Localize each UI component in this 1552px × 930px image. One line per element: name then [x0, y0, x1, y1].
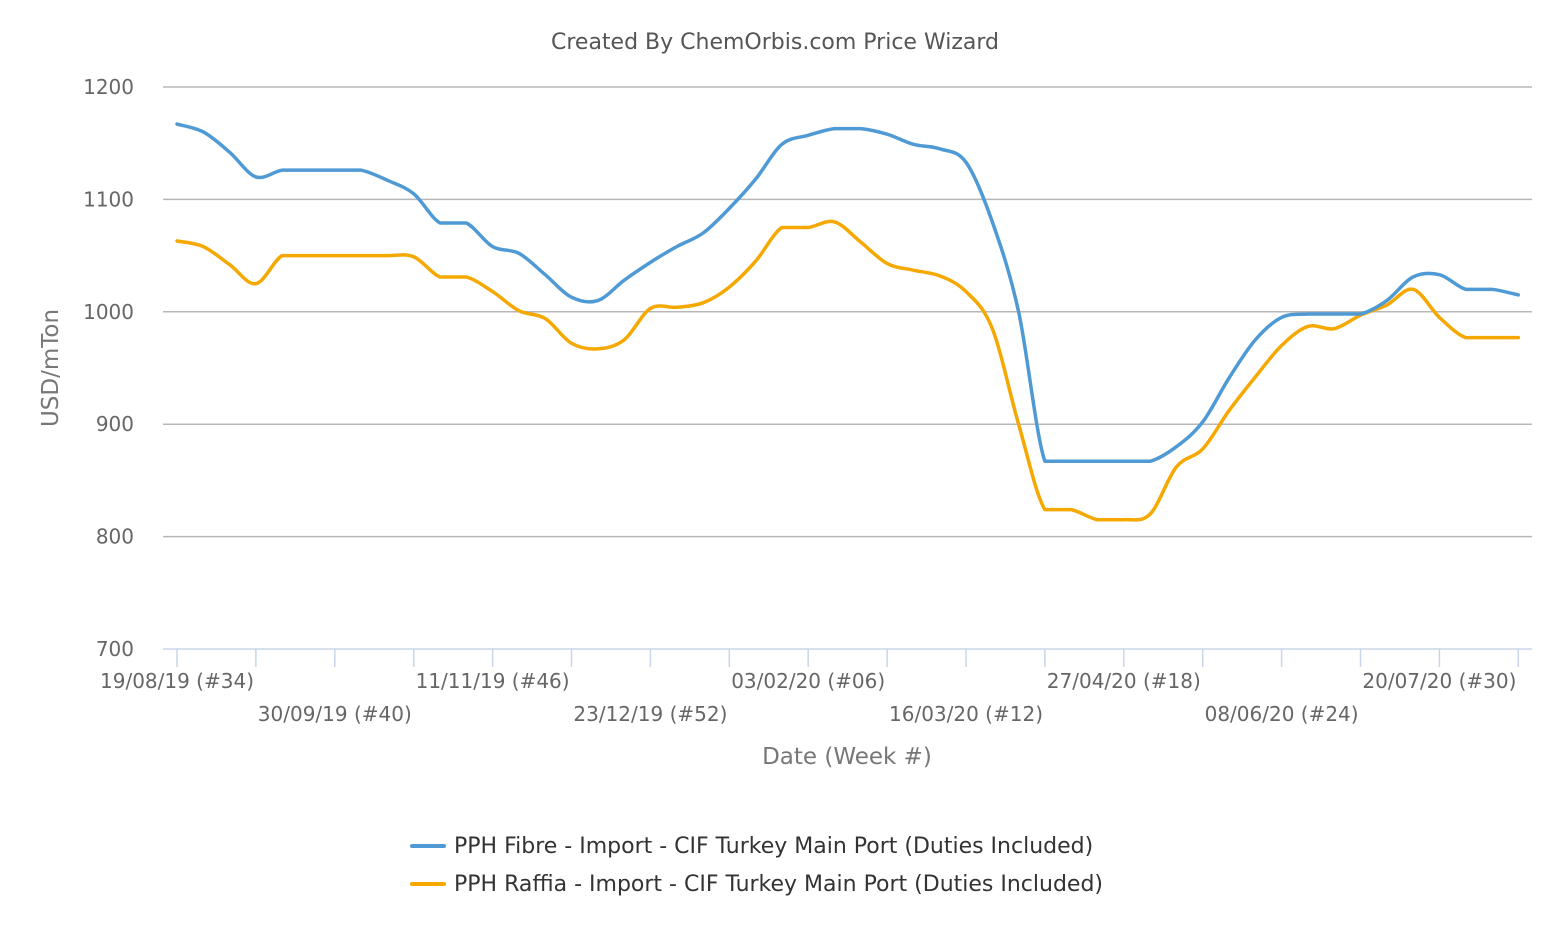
x-tick-label: 30/09/19 (#40) — [258, 702, 412, 726]
legend-label-raffia: PPH Raffia - Import - CIF Turkey Main Po… — [454, 872, 1103, 897]
grid-lines — [163, 86, 1532, 538]
chart-title: Created By ChemOrbis.com Price Wizard — [551, 30, 999, 55]
x-tick-label: 03/02/20 (#06) — [731, 669, 885, 693]
x-axis: 19/08/19 (#34)30/09/19 (#40)11/11/19 (#4… — [100, 648, 1532, 726]
y-tick-label: 1200 — [83, 75, 134, 99]
series-line-raffia[interactable] — [175, 219, 1521, 522]
y-tick-label: 700 — [96, 637, 134, 661]
y-tick-label: 900 — [96, 412, 134, 436]
y-axis-title: USD/mTon — [38, 309, 64, 427]
series-line-fibre[interactable] — [175, 122, 1521, 464]
x-tick-label: 16/03/20 (#12) — [889, 702, 1043, 726]
x-tick-label: 20/07/20 (#30) — [1362, 669, 1516, 693]
x-tick-label: 23/12/19 (#52) — [573, 702, 727, 726]
x-tick-label: 11/11/19 (#46) — [416, 669, 570, 693]
legend-label-fibre: PPH Fibre - Import - CIF Turkey Main Por… — [454, 834, 1093, 859]
x-axis-title: Date (Week #) — [762, 744, 932, 770]
y-tick-label: 1000 — [83, 300, 134, 324]
x-tick-label: 27/04/20 (#18) — [1047, 669, 1201, 693]
x-tick-label: 08/06/20 (#24) — [1205, 702, 1359, 726]
series-lines — [175, 122, 1521, 522]
legend-item-raffia[interactable]: PPH Raffia - Import - CIF Turkey Main Po… — [410, 872, 1103, 897]
legend: PPH Fibre - Import - CIF Turkey Main Por… — [410, 834, 1103, 897]
x-tick-label: 19/08/19 (#34) — [100, 669, 254, 693]
y-tick-label: 1100 — [83, 187, 134, 211]
legend-item-fibre[interactable]: PPH Fibre - Import - CIF Turkey Main Por… — [410, 834, 1093, 859]
y-tick-label: 800 — [96, 525, 134, 549]
y-axis: 700 800 900 1000 1100 1200 — [83, 75, 134, 661]
